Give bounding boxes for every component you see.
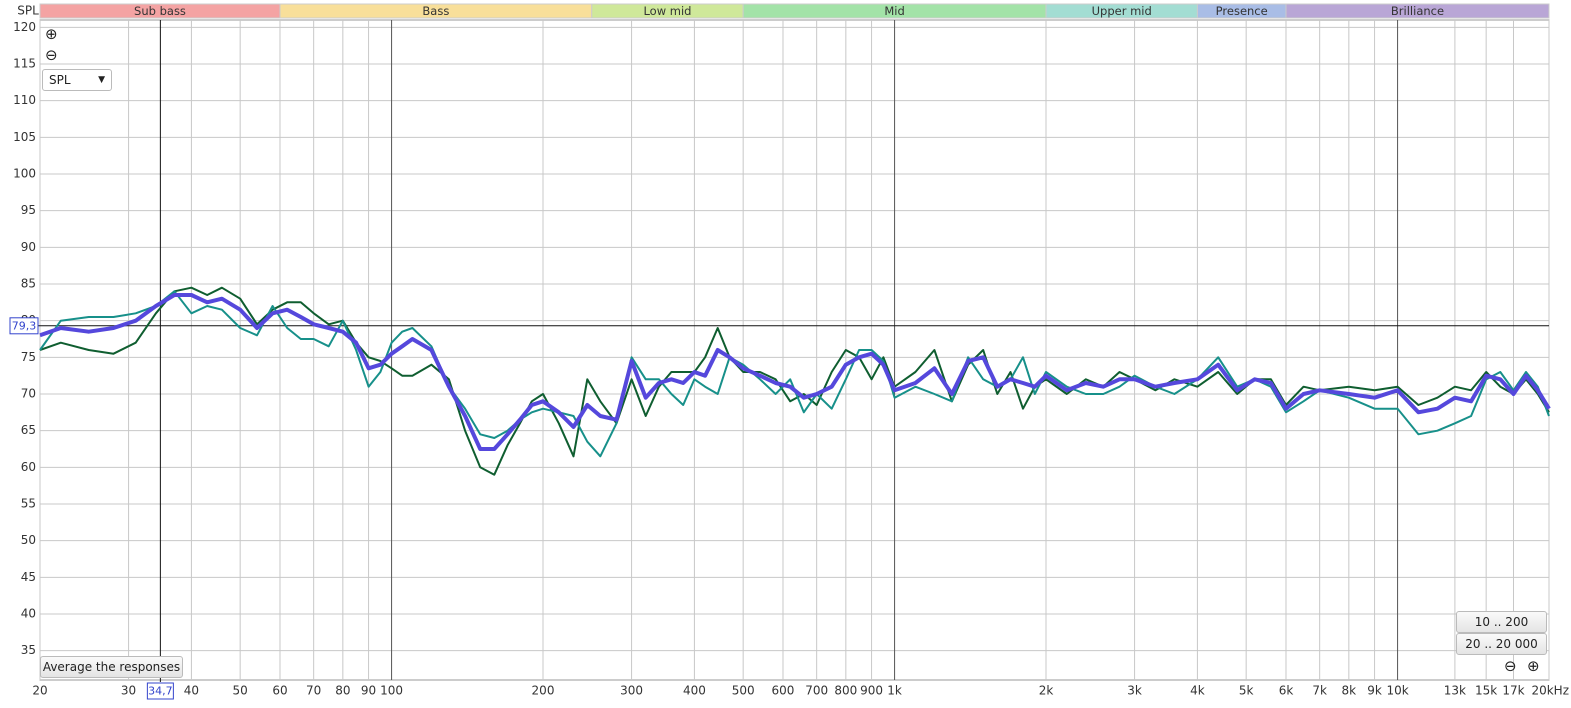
y-tick-label: 70	[21, 387, 36, 401]
x-tick-label: 15k	[1475, 684, 1497, 698]
x-tick-label: 400	[683, 684, 706, 698]
preset-button[interactable]: 10 .. 200	[1456, 611, 1547, 633]
preset-button[interactable]: 20 .. 20 000	[1456, 633, 1547, 655]
y-tick-label: 115	[13, 57, 36, 71]
x-tick-label: 1k	[887, 684, 902, 698]
x-tick-label: 300	[620, 684, 643, 698]
x-tick-label: 700	[805, 684, 828, 698]
x-tick-label: 4k	[1190, 684, 1205, 698]
x-tick-label: 17k	[1502, 684, 1524, 698]
y-tick-label: 55	[21, 497, 36, 511]
band	[1285, 3, 1550, 19]
y-axis-label: SPL	[17, 4, 39, 18]
band-label: Bass	[422, 4, 449, 18]
plot-area	[39, 19, 1550, 681]
y-tick-label: 110	[13, 93, 36, 107]
average-button[interactable]: Average the responses	[40, 656, 183, 678]
x-tick-label: 10k	[1386, 684, 1408, 698]
x-tick-label: 100	[380, 684, 403, 698]
y-tick-label: 90	[21, 240, 36, 254]
x-tick-label: 60	[272, 684, 287, 698]
y-tick-label: 120	[13, 20, 36, 34]
band-label: Mid	[884, 4, 904, 18]
y-tick-label: 95	[21, 203, 36, 217]
series-line	[39, 286, 1550, 476]
cursor-x-box	[146, 682, 174, 700]
y-tick-label: 75	[21, 350, 36, 364]
y-tick-label: 100	[13, 167, 36, 181]
x-tick-label: 2k	[1039, 684, 1054, 698]
cursor-x-label: 34,7	[148, 685, 173, 698]
x-tick-label: 600	[772, 684, 795, 698]
zoom-out[interactable]: ⊖	[45, 46, 58, 64]
x-tick-label: 9k	[1367, 684, 1382, 698]
x-tick-label: 80	[335, 684, 350, 698]
x-tick-label: 8k	[1342, 684, 1357, 698]
x-tick-label: 20	[32, 684, 47, 698]
x-tick-label: 6k	[1279, 684, 1294, 698]
x-tick-label: 5k	[1239, 684, 1254, 698]
y-selector-label: SPL	[49, 73, 71, 87]
cursor-y-box	[9, 317, 39, 335]
band-label: Sub bass	[134, 4, 186, 18]
zoom-in[interactable]: ⊕	[45, 25, 58, 43]
x-tick-label: 70	[306, 684, 321, 698]
y-tick-label: 65	[21, 423, 36, 437]
dropdown-arrow: ▼	[98, 75, 105, 85]
x-tick-label: 500	[732, 684, 755, 698]
y-tick-label: 85	[21, 277, 36, 291]
x-tick-label: 200	[532, 684, 555, 698]
series-line	[39, 293, 1551, 451]
y-tick-label: 45	[21, 570, 36, 584]
x-tick-label: 20kHz	[1531, 684, 1569, 698]
x-tick-label: 50	[233, 684, 248, 698]
y-tick-label: 40	[21, 607, 36, 621]
x-tick-label: 90	[361, 684, 376, 698]
x-tick-label: 7k	[1312, 684, 1327, 698]
y-tick-label: 105	[13, 130, 36, 144]
y-tick-label: 50	[21, 533, 36, 547]
y-tick-label: 35	[21, 643, 36, 657]
x-tick-label: 40	[184, 684, 199, 698]
band-label: Low mid	[643, 4, 691, 18]
x-tick-label: 13k	[1444, 684, 1466, 698]
x-tick-label: 900	[860, 684, 883, 698]
band-label: Upper mid	[1092, 4, 1152, 18]
zoom-in-x[interactable]: ⊕	[1527, 657, 1540, 675]
zoom-out-x[interactable]: ⊖	[1504, 657, 1517, 675]
y-tick-label: 60	[21, 460, 36, 474]
x-tick-label: 800	[834, 684, 857, 698]
band-label: Brilliance	[1391, 4, 1444, 18]
cursor-y-label: 79,3	[12, 319, 37, 332]
x-tick-label: 3k	[1127, 684, 1142, 698]
y-selector[interactable]: SPL ▼	[42, 69, 112, 91]
band-label: Presence	[1216, 4, 1268, 18]
x-tick-label: 30	[121, 684, 136, 698]
